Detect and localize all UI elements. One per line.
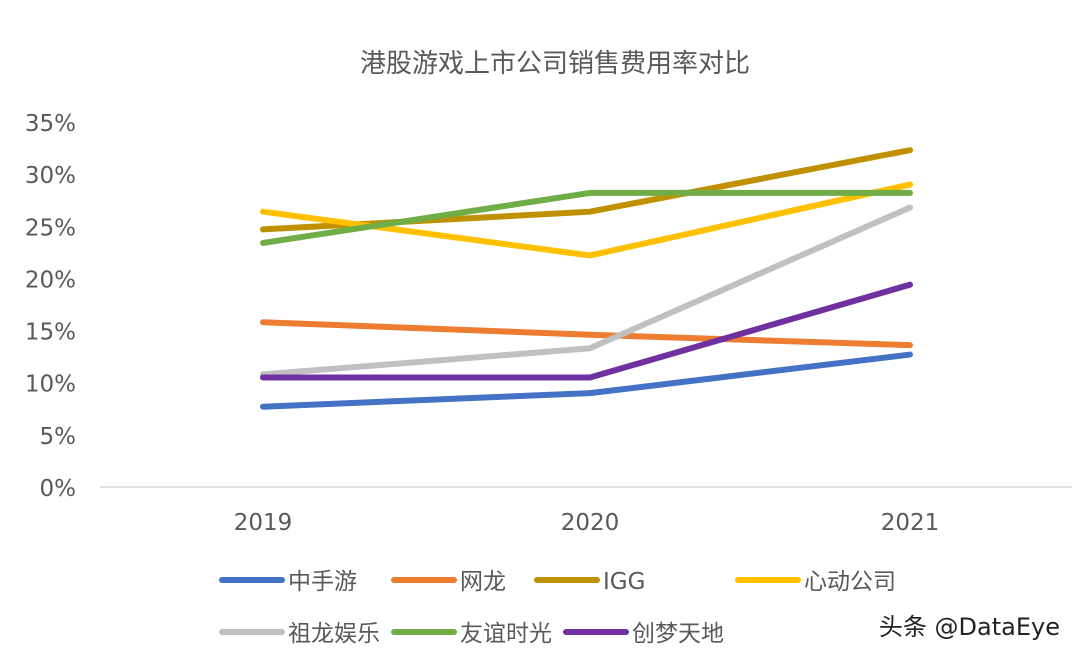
series-line <box>260 319 913 349</box>
chart-title: 港股游戏上市公司销售费用率对比 <box>360 49 750 79</box>
legend-label: 中手游 <box>288 569 357 595</box>
legend-item: IGG <box>534 569 645 595</box>
y-tick-label: 30% <box>25 163 76 189</box>
series-line <box>260 204 913 378</box>
legend-item: 中手游 <box>219 569 357 595</box>
legend-item: 网龙 <box>391 569 506 595</box>
y-tick-label: 0% <box>40 476 77 502</box>
legend-label: 祖龙娱乐 <box>288 621 380 647</box>
y-tick-label: 20% <box>25 267 76 293</box>
legend-label: 友谊时光 <box>460 621 552 647</box>
series-line <box>260 147 913 233</box>
legend-label: 心动公司 <box>804 569 896 595</box>
watermark: 头条 @DataEye <box>878 613 1060 641</box>
legend-item: 友谊时光 <box>391 621 552 647</box>
legend-item: 祖龙娱乐 <box>219 621 380 647</box>
legend-label: 网龙 <box>460 569 506 595</box>
series-line <box>260 189 913 246</box>
x-tick-label: 2019 <box>234 510 293 536</box>
y-tick-label: 15% <box>25 320 76 346</box>
legend-label: 创梦天地 <box>632 621 724 647</box>
x-tick-label: 2021 <box>881 510 940 536</box>
legend-label: IGG <box>603 569 645 595</box>
y-tick-label: 10% <box>25 372 76 398</box>
x-tick-label: 2020 <box>561 510 620 536</box>
legend-item: 心动公司 <box>735 569 896 595</box>
y-tick-label: 25% <box>25 215 76 241</box>
legend-item: 创梦天地 <box>563 621 724 647</box>
y-tick-label: 5% <box>40 424 77 450</box>
series-line <box>260 281 913 381</box>
y-tick-label: 35% <box>25 111 76 137</box>
series-line <box>260 351 913 410</box>
